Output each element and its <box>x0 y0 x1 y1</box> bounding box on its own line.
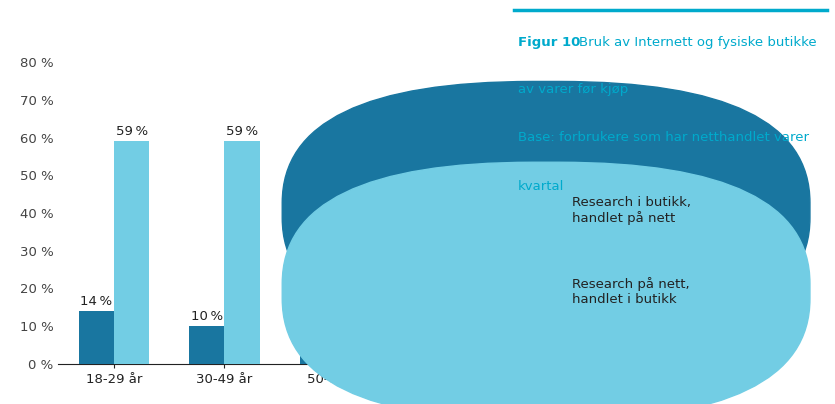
Text: Figur 10: Figur 10 <box>518 36 580 49</box>
Text: 41 %: 41 % <box>447 193 479 206</box>
Text: 59 %: 59 % <box>226 126 258 139</box>
Bar <box>446 209 481 364</box>
Text: 7 %: 7 % <box>306 321 329 334</box>
Text: Bruk av Internett og fysiske butikke: Bruk av Internett og fysiske butikke <box>579 36 817 49</box>
Text: Research i butikk,
handlet på nett: Research i butikk, handlet på nett <box>572 196 691 225</box>
Text: 14 %: 14 % <box>80 295 113 308</box>
Text: 59 %: 59 % <box>115 126 148 139</box>
Bar <box>335 206 371 364</box>
Bar <box>300 337 335 364</box>
Bar <box>410 349 446 364</box>
Bar <box>114 141 149 364</box>
Text: 10 %: 10 % <box>190 310 223 323</box>
Text: 42 %: 42 % <box>337 189 369 202</box>
Text: 4 %: 4 % <box>416 332 440 345</box>
Bar <box>189 326 225 364</box>
Text: Research på nett,
handlet i butikk: Research på nett, handlet i butikk <box>572 277 690 306</box>
Text: Base: forbrukere som har netthandlet varer: Base: forbrukere som har netthandlet var… <box>518 131 809 144</box>
Bar <box>78 311 114 364</box>
Text: kvartal: kvartal <box>518 180 564 193</box>
Text: av varer før kjøp: av varer før kjøp <box>518 83 628 96</box>
Bar <box>225 141 260 364</box>
